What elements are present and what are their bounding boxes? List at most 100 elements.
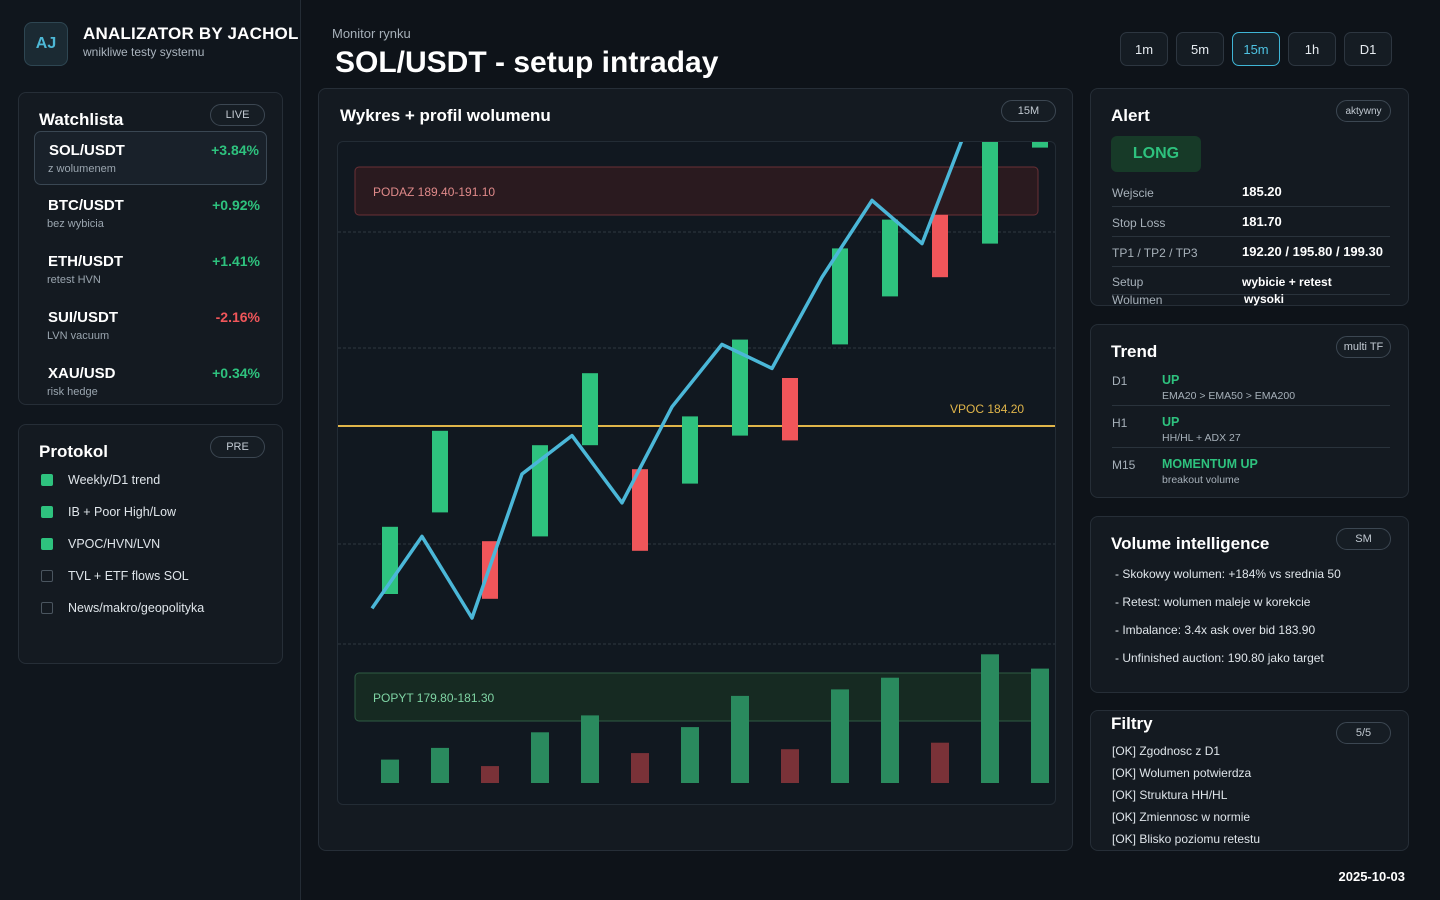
volume-bar — [781, 749, 799, 783]
protocol-item-label: IB + Poor High/Low — [68, 505, 177, 519]
watchlist-change: +3.84% — [211, 142, 259, 158]
watchlist-item-sui[interactable]: SUI/USDT LVN vacuum -2.16% — [34, 299, 267, 353]
volume-bar — [681, 727, 699, 783]
demand-zone-label: POPYT 179.80-181.30 — [373, 691, 495, 705]
protocol-item-label: News/makro/geopolityka — [68, 601, 205, 615]
timeframe-1h-button[interactable]: 1h — [1288, 32, 1336, 66]
trend-value: MOMENTUM UP — [1162, 457, 1258, 471]
alert-row-stoploss: Stop Loss 181.70 — [1112, 207, 1390, 237]
candle-up[interactable] — [532, 445, 548, 537]
chart-area[interactable]: PODAZ 189.40-191.10 POPYT 179.80-181.30 … — [337, 141, 1056, 805]
candle-down[interactable] — [932, 214, 948, 278]
checkbox-unchecked-icon[interactable] — [41, 602, 53, 614]
checkbox-checked-icon[interactable] — [41, 506, 53, 518]
candle-up[interactable] — [832, 248, 848, 345]
page-title: SOL/USDT - setup intraday — [335, 46, 719, 79]
candle-up[interactable] — [982, 142, 998, 244]
volume-intelligence-title: Volume intelligence — [1111, 534, 1270, 553]
protocol-panel: Protokol PRE Weekly/D1 trend IB + Poor H… — [18, 424, 283, 664]
timeframe-d1-button[interactable]: D1 — [1344, 32, 1392, 66]
watchlist-change: +1.41% — [212, 253, 260, 269]
watchlist-note: z wolumenem — [48, 163, 116, 175]
supply-zone — [354, 166, 1039, 216]
protocol-item[interactable]: TVL + ETF flows SOL — [41, 566, 189, 586]
alert-row-value: wybicie + retest — [1242, 275, 1332, 289]
candle-up[interactable] — [1032, 142, 1048, 148]
volume-bar — [981, 654, 999, 783]
volume-bar — [731, 695, 749, 783]
watchlist-note: risk hedge — [47, 386, 98, 398]
watchlist-change: +0.34% — [212, 365, 260, 381]
timeframe-5m-button[interactable]: 5m — [1176, 32, 1224, 66]
filter-item: [OK] Struktura HH/HL — [1112, 788, 1228, 802]
supply-zone-label: PODAZ 189.40-191.10 — [373, 185, 495, 199]
filter-item: [OK] Wolumen potwierdza — [1112, 766, 1252, 780]
checkbox-unchecked-icon[interactable] — [41, 570, 53, 582]
candle-up[interactable] — [882, 219, 898, 297]
candle-up[interactable] — [582, 373, 598, 446]
candle-up[interactable] — [432, 430, 448, 513]
watchlist-item-sol[interactable]: SOL/USDT z wolumenem +3.84% — [34, 131, 267, 185]
watchlist-item-xau[interactable]: XAU/USD risk hedge +0.34% — [34, 355, 267, 409]
watchlist-item-btc[interactable]: BTC/USDT bez wybicia +0.92% — [34, 187, 267, 241]
alert-title: Alert — [1111, 106, 1150, 125]
candle-down[interactable] — [632, 469, 648, 551]
alert-row-label: Wejscie — [1112, 186, 1154, 200]
candle-up[interactable] — [682, 416, 698, 484]
checkbox-checked-icon[interactable] — [41, 538, 53, 550]
protocol-item-label: VPOC/HVN/LVN — [68, 537, 161, 551]
timeframe-1m-button[interactable]: 1m — [1120, 32, 1168, 66]
chart-panel: Wykres + profil wolumenu 15M PODAZ 189.4… — [318, 88, 1073, 851]
candle-up[interactable] — [732, 339, 748, 436]
watchlist-note: LVN vacuum — [47, 330, 110, 342]
trend-value: UP — [1162, 373, 1180, 387]
watchlist-panel: Watchlista LIVE SOL/USDT z wolumenem +3.… — [18, 92, 283, 405]
trend-badge: multi TF — [1336, 336, 1391, 358]
trend-note: EMA20 > EMA50 > EMA200 — [1162, 390, 1296, 402]
alert-row-targets: TP1 / TP2 / TP3 192.20 / 195.80 / 199.30 — [1112, 237, 1390, 267]
watchlist-symbol: XAU/USD — [48, 365, 116, 382]
price-chart[interactable]: PODAZ 189.40-191.10 POPYT 179.80-181.30 … — [338, 142, 1056, 805]
trend-timeframe: H1 — [1112, 416, 1128, 430]
filter-item: [OK] Zmiennosc w normie — [1112, 810, 1251, 824]
protocol-item[interactable]: IB + Poor High/Low — [41, 502, 176, 522]
timeframe-15m-button[interactable]: 15m — [1232, 32, 1280, 66]
brand-logo: AJ — [24, 22, 68, 66]
volume-bar — [631, 753, 649, 783]
alert-row-label: TP1 / TP2 / TP3 — [1112, 246, 1198, 260]
watchlist-symbol: SOL/USDT — [49, 142, 125, 159]
alert-row-label: Setup — [1112, 275, 1144, 289]
watchlist-symbol: ETH/USDT — [48, 253, 123, 270]
watchlist-note: bez wybicia — [47, 218, 104, 230]
watchlist-item-eth[interactable]: ETH/USDT retest HVN +1.41% — [34, 243, 267, 297]
volume-bar — [431, 747, 449, 783]
watchlist-change: -2.16% — [215, 309, 260, 325]
trend-value: UP — [1162, 415, 1180, 429]
protocol-item-label: TVL + ETF flows SOL — [68, 569, 189, 583]
volume-bar — [481, 766, 499, 783]
filters-title: Filtry — [1111, 714, 1153, 733]
alert-row-setup: Setup wybicie + retest — [1112, 267, 1390, 295]
volume-bar — [931, 742, 949, 783]
trend-row-h1: H1 UP HH/HL + ADX 27 — [1112, 406, 1390, 448]
alert-row-label: Wolumen — [1112, 293, 1163, 307]
alert-row-volume: Wolumen wysoki — [1112, 287, 1390, 307]
brand-subtitle: wnikliwe testy systemu — [83, 45, 205, 59]
protocol-item[interactable]: VPOC/HVN/LVN — [41, 534, 160, 554]
brand-title: ANALIZATOR BY JACHOL — [83, 24, 299, 43]
volume-intelligence-panel: Volume intelligence SM - Skokowy wolumen… — [1090, 516, 1409, 693]
volume-bar — [531, 732, 549, 783]
trend-note: HH/HL + ADX 27 — [1162, 432, 1241, 444]
protocol-item[interactable]: Weekly/D1 trend — [41, 470, 160, 490]
watchlist-live-badge: LIVE — [210, 104, 265, 126]
volume-bar — [831, 689, 849, 783]
volume-bar — [381, 759, 399, 783]
sidebar: AJ ANALIZATOR BY JACHOL wnikliwe testy s… — [0, 0, 301, 900]
protocol-item[interactable]: News/makro/geopolityka — [41, 598, 204, 618]
candle-down[interactable] — [782, 378, 798, 441]
chart-timeframe-badge: 15M — [1001, 100, 1056, 122]
watchlist-symbol: BTC/USDT — [48, 197, 124, 214]
filters-badge: 5/5 — [1336, 722, 1391, 744]
trend-row-d1: D1 UP EMA20 > EMA50 > EMA200 — [1112, 364, 1390, 406]
checkbox-checked-icon[interactable] — [41, 474, 53, 486]
